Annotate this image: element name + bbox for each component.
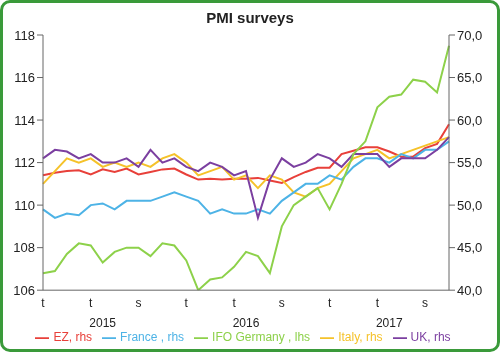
svg-text:112: 112 [14,155,35,170]
svg-text:108: 108 [13,240,35,255]
svg-text:t: t [41,296,45,310]
html-text:Italy, rhs: Italy, rhs [338,330,383,345]
svg-text:s: s [136,296,142,310]
svg-text:40,0: 40,0 [457,283,482,298]
svg-text:t: t [328,296,332,310]
svg-text:116: 116 [14,70,35,85]
svg-text:s: s [279,296,285,310]
svg-text:70,0: 70,0 [457,29,482,43]
html-text:PMI surveys: PMI surveys [206,9,294,26]
html-text:UK, rhs: UK, rhs [410,330,451,345]
svg-text:50,0: 50,0 [457,198,482,213]
svg-text:45,0: 45,0 [457,240,482,255]
html-text:EZ, rhs: EZ, rhs [53,330,93,345]
svg-text:t: t [89,296,93,310]
svg-text:55,0: 55,0 [457,155,482,170]
svg-text:2015: 2015 [89,316,116,330]
svg-text:106: 106 [13,283,35,298]
svg-text:110: 110 [14,198,35,213]
svg-text:2017: 2017 [376,316,403,330]
svg-text:114: 114 [14,113,35,128]
svg-text:2016: 2016 [233,316,260,330]
svg-text:118: 118 [14,29,35,43]
svg-text:60,0: 60,0 [457,113,482,128]
svg-text:s: s [422,296,428,310]
html-text:France , rhs: France , rhs [120,330,185,345]
svg-text:t: t [185,296,189,310]
html-text:IFO Germany , lhs: IFO Germany , lhs [212,330,311,345]
svg-text:t: t [376,296,380,310]
svg-text:65,0: 65,0 [457,70,482,85]
svg-text:t: t [232,296,236,310]
